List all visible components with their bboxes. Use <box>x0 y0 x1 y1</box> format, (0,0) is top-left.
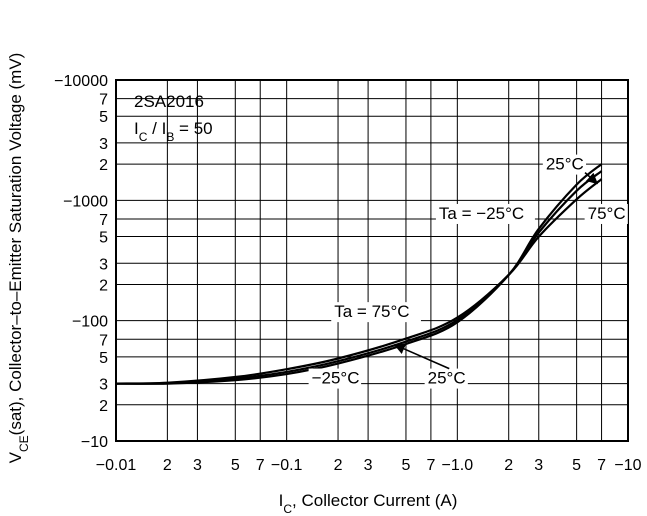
annotation-arrow <box>393 343 450 370</box>
annotation-label: 25°C <box>428 369 466 388</box>
x-tick-label: 3 <box>534 457 543 474</box>
annotation-label: Ta = −25°C <box>439 204 524 223</box>
x-tick-label: 2 <box>504 457 513 474</box>
y-tick-label: 7 <box>99 92 108 109</box>
annotation-backdrop <box>435 203 535 224</box>
y-tick-label: 2 <box>99 157 108 174</box>
annotation-label: 25°C <box>546 155 584 174</box>
y-tick-label: 5 <box>99 230 108 247</box>
grid <box>115 79 629 442</box>
x-tick-label: 3 <box>364 457 373 474</box>
annotation-backdrop <box>331 302 421 323</box>
series-curve <box>115 163 603 385</box>
annotation-backdrop <box>542 154 587 175</box>
x-tick-label: −0.01 <box>96 457 137 474</box>
part-number-label: 2SA2016 <box>134 92 204 111</box>
x-tick-label: 7 <box>597 457 606 474</box>
annotation-label: −25°C <box>312 369 360 388</box>
y-tick-label: 5 <box>99 109 108 126</box>
y-tick-label: 3 <box>99 377 108 394</box>
y-tick-label: −10000 <box>54 73 108 90</box>
x-tick-label: 3 <box>193 457 202 474</box>
data-curves <box>115 163 603 385</box>
condition-label: IC / IB = 50 <box>134 119 213 144</box>
annotations: 25°C Ta = −25°C 75°C Ta = 75°C −25°C 25°C <box>308 154 628 389</box>
annotation-backdrop <box>424 368 468 389</box>
plot-border <box>115 79 629 442</box>
x-tick-label: 5 <box>402 457 411 474</box>
annotation-backdrop <box>584 203 628 224</box>
y-axis-title: VCE(sat), Collector–to–Emitter Saturatio… <box>6 53 31 464</box>
y-tick-label: −10 <box>81 434 108 451</box>
plot-frame <box>115 79 629 442</box>
y-tick-label: 2 <box>99 277 108 294</box>
annotation-backdrop <box>308 368 362 389</box>
x-tick-label: 7 <box>256 457 265 474</box>
annotation-label: 75°C <box>588 204 626 223</box>
series-curve <box>115 170 603 385</box>
y-tick-label: −100 <box>72 314 108 331</box>
y-tick-label: 2 <box>99 398 108 415</box>
y-tick-label: 7 <box>99 332 108 349</box>
x-tick-label: 2 <box>334 457 343 474</box>
x-tick-label: 5 <box>572 457 581 474</box>
y-tick-label: 7 <box>99 212 108 229</box>
annotation-label: Ta = 75°C <box>334 302 409 321</box>
y-tick-label: 5 <box>99 350 108 367</box>
x-tick-label: −10 <box>614 457 641 474</box>
y-tick-label: 3 <box>99 256 108 273</box>
annotation-arrow <box>584 172 599 185</box>
x-tick-label: −0.1 <box>271 457 303 474</box>
x-tick-label: 5 <box>231 457 240 474</box>
x-axis-title: IC, Collector Current (A) <box>279 491 458 516</box>
y-tick-label: 3 <box>99 136 108 153</box>
x-tick-label: −1.0 <box>442 457 474 474</box>
y-tick-label: −1000 <box>63 193 108 210</box>
series-curve <box>115 178 603 385</box>
x-tick-label: 7 <box>426 457 435 474</box>
tick-labels: −0.01 2 3 5 7 −0.1 2 3 5 7 −1.0 2 3 5 7 −10−102357−1002… <box>54 73 642 474</box>
x-tick-label: 2 <box>163 457 172 474</box>
